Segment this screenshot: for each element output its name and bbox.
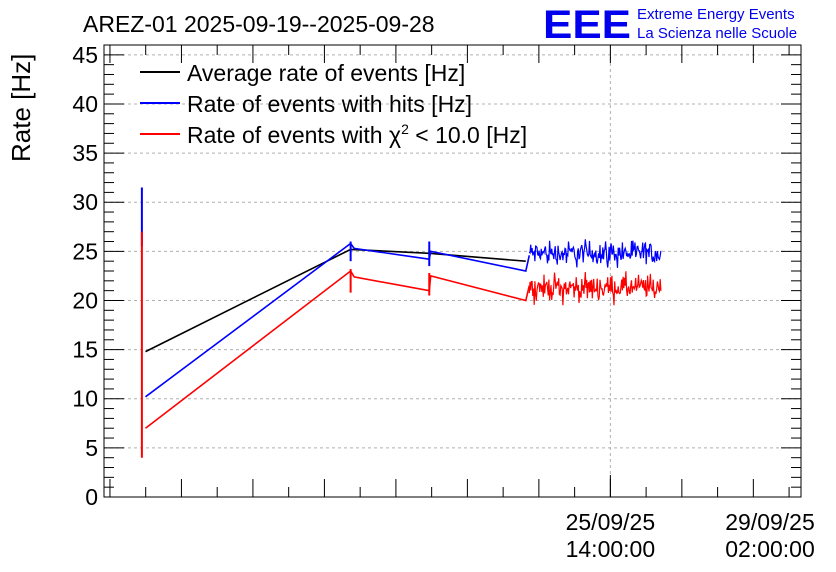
series-2 [140, 231, 662, 458]
y-tick-label: 40 [72, 91, 98, 117]
y-tick-label: 20 [72, 287, 98, 313]
y-tick-label: 5 [85, 435, 98, 461]
x-tick-label-time: 02:00:00 [725, 536, 815, 562]
x-tick-label-time: 14:00:00 [566, 536, 656, 562]
series-noise [528, 271, 662, 306]
x-tick-label-date: 25/09/25 [566, 509, 656, 535]
series-layer [140, 187, 662, 458]
grid-lines [104, 45, 801, 497]
series-0 [145, 248, 526, 353]
eee-logo-line2: La Scienza nelle Scuole [637, 25, 797, 42]
y-tick-label: 10 [72, 386, 98, 412]
y-tick-label: 0 [85, 484, 98, 510]
legend-label-chi2-suffix: < 10.0 [Hz] [409, 122, 527, 148]
eee-logo-mark: EEE [543, 3, 631, 47]
series-1 [140, 187, 662, 398]
y-tick-label: 25 [72, 238, 98, 264]
series-noise [528, 239, 662, 268]
eee-logo: EEE Extreme Energy Events La Scienza nel… [543, 3, 797, 47]
y-tick-label: 15 [72, 337, 98, 363]
eee-logo-line1: Extreme Energy Events [637, 6, 795, 23]
legend-label-chi2-sup: 2 [401, 121, 409, 137]
legend-label-hits: Rate of events with hits [Hz] [187, 91, 472, 117]
legend-label-chi2: Rate of events with χ2 < 10.0 [Hz] [187, 121, 527, 148]
chart-title: AREZ-01 2025-09-19--2025-09-28 [83, 11, 435, 37]
y-tick-label: 30 [72, 189, 98, 215]
x-tick-label-date: 29/09/25 [725, 509, 815, 535]
y-axis-ticks: 0 5 10 15 20 25 30 35 40 45 [72, 42, 801, 510]
series-line [145, 242, 531, 398]
legend-label-average: Average rate of events [Hz] [187, 60, 465, 86]
y-tick-label: 35 [72, 140, 98, 166]
y-axis-label: Rate [Hz] [6, 54, 36, 162]
legend-label-chi2-symbol: χ [389, 122, 401, 148]
y-tick-label: 45 [72, 42, 98, 68]
legend-label-chi2-prefix: Rate of events with [187, 122, 389, 148]
series-line [145, 248, 526, 353]
legend: Average rate of events [Hz] Rate of even… [140, 60, 527, 148]
